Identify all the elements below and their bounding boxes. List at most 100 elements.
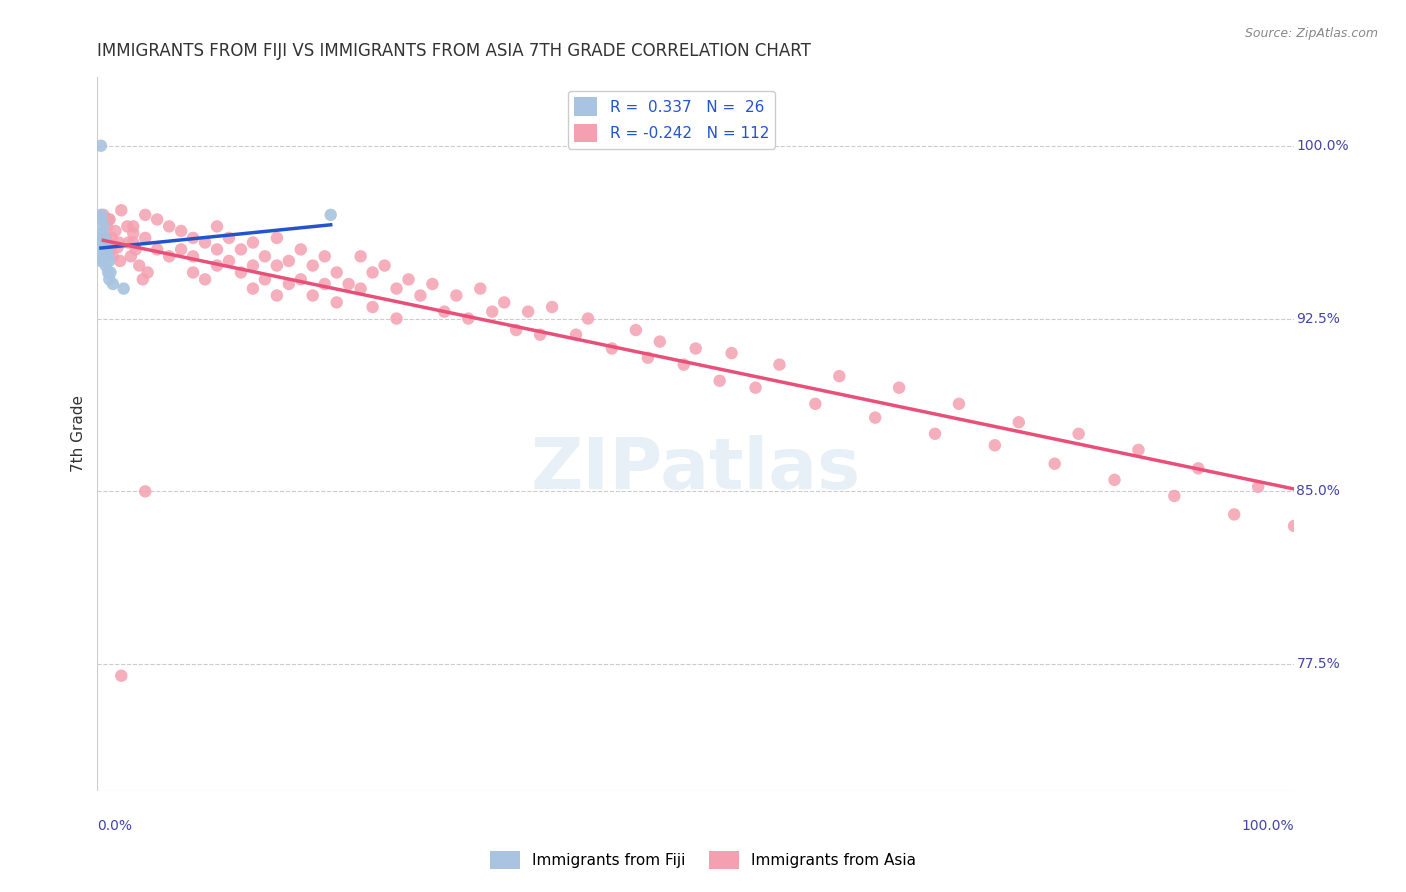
Point xyxy=(218,231,240,245)
Point xyxy=(349,282,371,296)
Text: 0.0%: 0.0% xyxy=(97,820,132,833)
Point xyxy=(457,311,479,326)
Point xyxy=(637,351,659,365)
Point xyxy=(1163,489,1185,503)
Point xyxy=(136,265,159,279)
Point xyxy=(134,208,156,222)
Point xyxy=(194,235,217,250)
Point xyxy=(108,254,131,268)
Point xyxy=(146,243,169,257)
Point xyxy=(1043,457,1066,471)
Point xyxy=(301,259,323,273)
Point xyxy=(1104,473,1126,487)
Point xyxy=(804,397,827,411)
Point xyxy=(107,240,129,254)
Point xyxy=(124,243,146,257)
Point xyxy=(242,282,264,296)
Point xyxy=(122,219,145,234)
Point xyxy=(94,259,117,273)
Point xyxy=(98,212,121,227)
Point xyxy=(624,323,647,337)
Legend: R =  0.337   N =  26, R = -0.242   N = 112: R = 0.337 N = 26, R = -0.242 N = 112 xyxy=(568,91,775,148)
Point xyxy=(94,235,117,250)
Point xyxy=(361,265,384,279)
Point xyxy=(325,265,347,279)
Point xyxy=(744,381,766,395)
Point xyxy=(181,265,204,279)
Point xyxy=(146,212,169,227)
Point xyxy=(91,243,114,257)
Point xyxy=(505,323,527,337)
Point xyxy=(337,277,360,291)
Point xyxy=(157,249,180,263)
Text: 77.5%: 77.5% xyxy=(1296,657,1340,671)
Point xyxy=(218,254,240,268)
Point xyxy=(1282,519,1305,533)
Point xyxy=(91,227,114,241)
Point xyxy=(349,249,371,263)
Point xyxy=(117,235,139,250)
Point xyxy=(100,243,122,257)
Point xyxy=(128,259,150,273)
Text: 92.5%: 92.5% xyxy=(1296,311,1340,326)
Point xyxy=(828,369,851,384)
Text: 85.0%: 85.0% xyxy=(1296,484,1340,499)
Point xyxy=(301,288,323,302)
Point xyxy=(122,227,145,241)
Point xyxy=(768,358,790,372)
Point xyxy=(96,243,118,257)
Point xyxy=(385,311,408,326)
Point xyxy=(98,212,121,227)
Point xyxy=(108,235,131,250)
Point xyxy=(205,219,228,234)
Point xyxy=(1008,415,1031,429)
Point xyxy=(494,295,516,310)
Legend: Immigrants from Fiji, Immigrants from Asia: Immigrants from Fiji, Immigrants from As… xyxy=(484,845,922,875)
Point xyxy=(96,219,118,234)
Point xyxy=(1128,442,1150,457)
Point xyxy=(887,381,910,395)
Point xyxy=(205,259,228,273)
Y-axis label: 7th Grade: 7th Grade xyxy=(72,395,86,472)
Point xyxy=(433,304,456,318)
Point xyxy=(325,295,347,310)
Point xyxy=(672,358,695,372)
Point xyxy=(181,231,204,245)
Point xyxy=(319,208,342,222)
Text: IMMIGRANTS FROM FIJI VS IMMIGRANTS FROM ASIA 7TH GRADE CORRELATION CHART: IMMIGRANTS FROM FIJI VS IMMIGRANTS FROM … xyxy=(97,42,811,60)
Point xyxy=(94,231,117,245)
Text: Source: ZipAtlas.com: Source: ZipAtlas.com xyxy=(1244,27,1378,40)
Point xyxy=(290,243,312,257)
Point xyxy=(1247,480,1270,494)
Point xyxy=(541,300,564,314)
Point xyxy=(170,224,193,238)
Point xyxy=(242,259,264,273)
Point xyxy=(314,277,336,291)
Text: ZIPatlas: ZIPatlas xyxy=(530,435,860,504)
Point xyxy=(1187,461,1209,475)
Point xyxy=(93,243,115,257)
Point xyxy=(91,208,114,222)
Point xyxy=(91,219,114,234)
Point xyxy=(277,254,299,268)
Point xyxy=(97,265,120,279)
Point xyxy=(91,235,114,250)
Point xyxy=(91,249,114,263)
Point xyxy=(529,327,551,342)
Point xyxy=(104,224,127,238)
Point xyxy=(565,327,588,342)
Point xyxy=(181,249,204,263)
Point xyxy=(385,282,408,296)
Point xyxy=(253,249,276,263)
Point xyxy=(948,397,970,411)
Point xyxy=(122,235,145,250)
Point xyxy=(422,277,444,291)
Point xyxy=(1223,508,1246,522)
Point xyxy=(134,231,156,245)
Point xyxy=(648,334,671,349)
Point xyxy=(229,243,252,257)
Point xyxy=(266,231,288,245)
Point xyxy=(924,426,946,441)
Point xyxy=(481,304,503,318)
Point xyxy=(98,254,121,268)
